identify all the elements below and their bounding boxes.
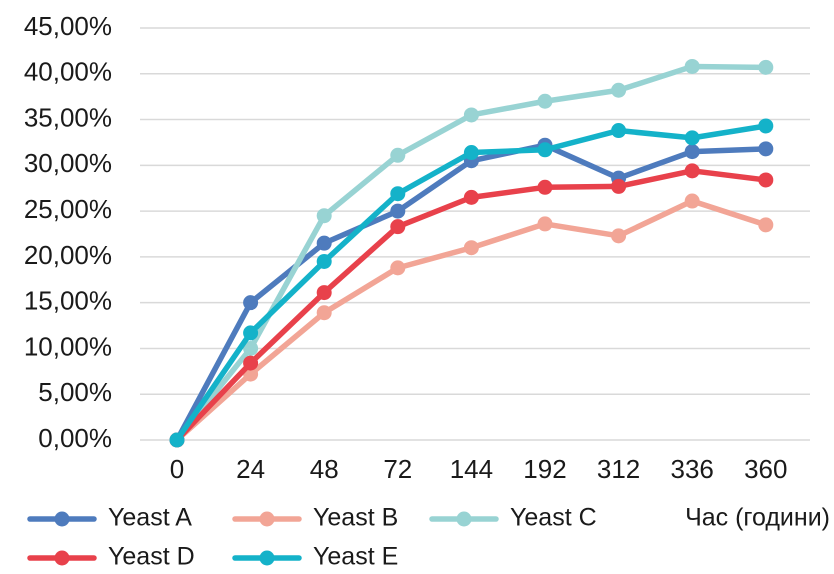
data-point-yeast-b [758, 217, 774, 233]
y-tick-label: 5,00% [38, 377, 112, 407]
data-point-yeast-a [243, 295, 259, 311]
x-tick-label: 24 [236, 454, 265, 484]
legend: Yeast A Yeast B Yeast C Yeast D Yeast E [27, 504, 597, 571]
y-tick-label: 25,00% [24, 194, 112, 224]
legend-marker [54, 550, 70, 566]
y-tick-label: 30,00% [24, 148, 112, 178]
legend-label: Yeast A [108, 504, 192, 532]
data-point-yeast-b [390, 260, 406, 276]
data-point-yeast-b [537, 216, 553, 232]
legend-item-yeast-c: Yeast C [429, 504, 597, 532]
data-point-yeast-d [537, 179, 553, 195]
data-point-yeast-d [463, 189, 479, 205]
y-tick-label: 35,00% [24, 102, 112, 132]
legend-label: Yeast D [108, 543, 195, 571]
data-point-yeast-a [758, 141, 774, 157]
y-tick-label: 20,00% [24, 240, 112, 270]
y-tick-label: 0,00% [38, 423, 112, 453]
y-axis-ticks: 0,00% 5,00% 10,00% 15,00% 20,00% 25,00% 30,00%… [24, 11, 112, 453]
y-tick-label: 15,00% [24, 286, 112, 316]
data-point-yeast-d [390, 219, 406, 235]
legend-label: Yeast B [313, 504, 398, 532]
data-point-yeast-c [243, 340, 259, 356]
x-tick-label: 0 [170, 454, 184, 484]
x-tick-label: 144 [450, 454, 493, 484]
data-point-yeast-b [684, 193, 700, 209]
data-point-yeast-a [390, 203, 406, 219]
data-point-yeast-b [463, 240, 479, 256]
y-tick-label: 40,00% [24, 57, 112, 87]
data-point-yeast-e [537, 142, 553, 158]
data-point-yeast-e [390, 186, 406, 202]
data-point-yeast-e [611, 123, 627, 139]
gridlines [140, 27, 810, 441]
series-line-yeast-a [174, 142, 769, 443]
legend-item-yeast-b: Yeast B [232, 504, 398, 532]
data-point-yeast-e [243, 325, 259, 341]
legend-item-yeast-e: Yeast E [232, 543, 398, 571]
data-point-yeast-d [684, 163, 700, 179]
data-point-yeast-d [316, 285, 332, 301]
series-group [169, 58, 774, 448]
x-axis-title: Час (години) [685, 504, 830, 532]
data-point-yeast-a [316, 235, 332, 251]
data-point-yeast-c [463, 107, 479, 123]
x-axis-ticks: 0 24 48 72 144 192 312 336 360 [170, 454, 788, 484]
data-point-yeast-e [463, 145, 479, 161]
x-tick-label: 312 [597, 454, 640, 484]
data-point-yeast-c [611, 82, 627, 98]
data-point-yeast-c [684, 58, 700, 74]
data-point-yeast-e [758, 118, 774, 134]
x-tick-label: 192 [523, 454, 566, 484]
x-tick-label: 336 [671, 454, 714, 484]
data-point-yeast-a [684, 144, 700, 160]
legend-label: Yeast E [313, 543, 398, 571]
data-point-yeast-e [169, 432, 185, 448]
legend-item-yeast-d: Yeast D [27, 543, 195, 571]
data-point-yeast-b [611, 228, 627, 244]
data-point-yeast-c [758, 59, 774, 75]
legend-marker [259, 511, 275, 527]
legend-item-yeast-a: Yeast A [27, 504, 192, 532]
x-tick-label: 72 [383, 454, 412, 484]
data-point-yeast-e [316, 253, 332, 269]
data-point-yeast-e [684, 130, 700, 146]
data-point-yeast-c [390, 147, 406, 163]
y-tick-label: 10,00% [24, 331, 112, 361]
data-point-yeast-c [316, 208, 332, 224]
y-tick-label: 45,00% [24, 11, 112, 41]
data-point-yeast-d [758, 172, 774, 188]
legend-marker [456, 511, 472, 527]
data-point-yeast-b [316, 305, 332, 321]
data-point-yeast-c [537, 93, 553, 109]
legend-marker [259, 550, 275, 566]
legend-label: Yeast C [510, 504, 597, 532]
x-tick-label: 48 [310, 454, 339, 484]
data-point-yeast-d [243, 355, 259, 371]
legend-marker [54, 511, 70, 527]
data-point-yeast-d [611, 178, 627, 194]
x-tick-label: 360 [744, 454, 787, 484]
